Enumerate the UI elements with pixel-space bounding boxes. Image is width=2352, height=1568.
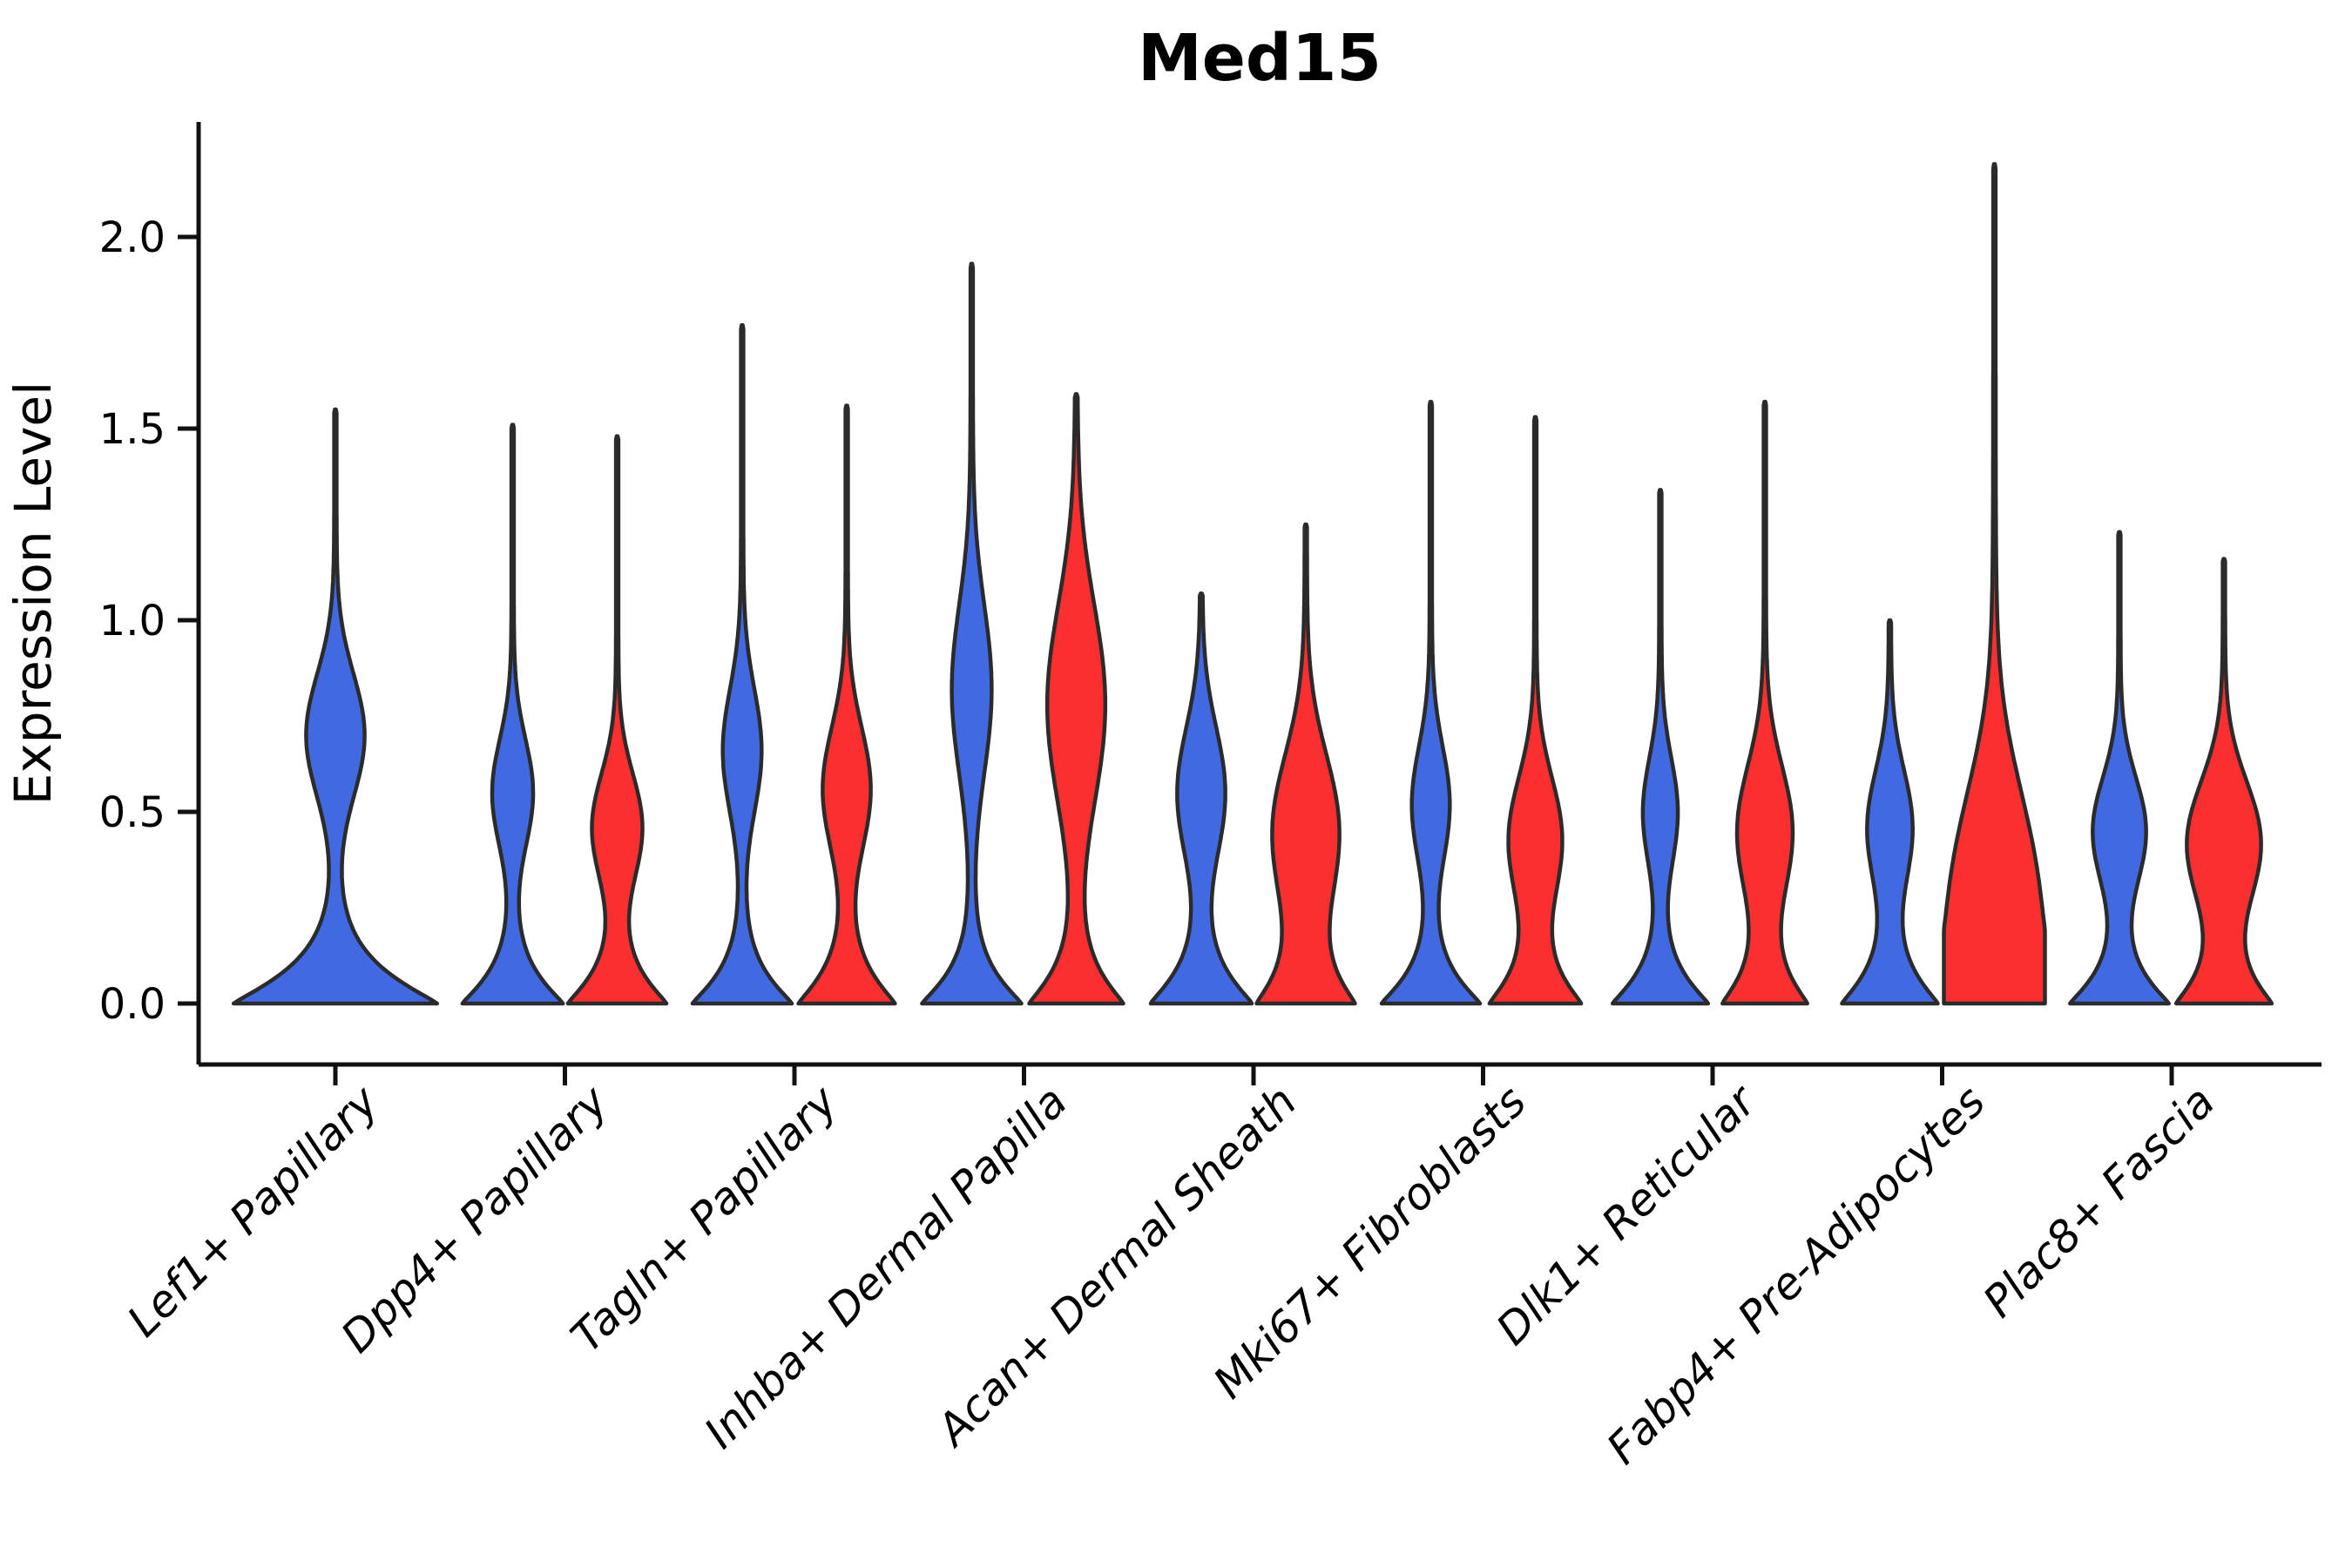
violin-plac8-fascia-group-red xyxy=(2173,557,2274,1006)
y-tick-label-2: 1.0 xyxy=(99,597,166,645)
violin-dpp4-papillary-group-blue xyxy=(460,422,565,1006)
violin-dlk1-reticular-group-red xyxy=(1720,399,1809,1006)
x-tick-label-8: Plac8+ Fascia xyxy=(1974,1076,2225,1327)
violin-inhba-dermal-papilla-group-red xyxy=(1027,392,1125,1006)
chart-title: Med15 xyxy=(1138,21,1382,96)
y-tick-labels: 0.0 0.5 1.0 1.5 2.0 xyxy=(99,213,166,1029)
violin-acan-dermal-sheath-group-red xyxy=(1254,522,1357,1006)
violin-fabp4-pre-adipocytes-group-blue xyxy=(1840,618,1940,1006)
y-axis-label: Expression Level xyxy=(3,382,63,805)
violin-mki67-fibroblasts-group-red xyxy=(1487,415,1584,1006)
violin-lef1-papillary-group-blue xyxy=(231,407,440,1006)
y-tick-label-0: 0.0 xyxy=(99,980,166,1029)
violin-mki67-fibroblasts-group-blue xyxy=(1379,399,1483,1006)
x-tick-label-7: Fabp4+ Pre-Adipocytes xyxy=(1597,1076,1995,1474)
axes xyxy=(178,122,2322,1085)
violin-dlk1-reticular-group-blue xyxy=(1610,488,1711,1006)
y-tick-label-1: 0.5 xyxy=(99,788,166,837)
x-tick-labels: Lef1+ Papillary Dpp4+ Papillary Tagln+ P… xyxy=(118,1074,2224,1474)
violin-inhba-dermal-papilla-group-blue xyxy=(920,261,1024,1006)
violins-layer xyxy=(231,162,2274,1006)
y-tick-label-3: 1.5 xyxy=(99,405,166,454)
violin-fabp4-pre-adipocytes-group-red xyxy=(1942,162,2047,1006)
violin-plac8-fascia-group-blue xyxy=(2068,530,2171,1006)
violin-acan-dermal-sheath-group-blue xyxy=(1148,591,1254,1006)
violin-tagln-papillary-group-blue xyxy=(690,322,794,1006)
violin-dpp4-papillary-group-red xyxy=(565,434,669,1006)
x-tick-label-3: Inhba+ Dermal Papilla xyxy=(695,1076,1077,1457)
x-tick-label-0: Lef1+ Papillary xyxy=(118,1075,389,1346)
y-tick-label-4: 2.0 xyxy=(99,213,166,262)
violin-tagln-papillary-group-red xyxy=(796,403,897,1006)
